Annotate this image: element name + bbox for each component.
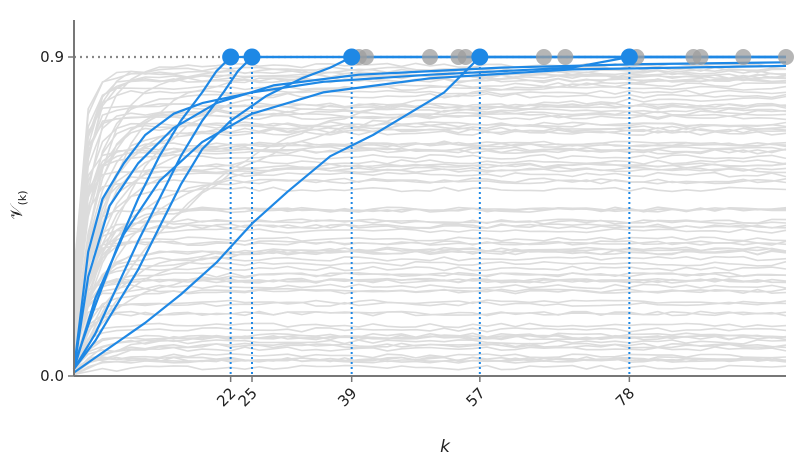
threshold-crossing-guides	[229, 57, 631, 376]
background-marker	[735, 49, 752, 65]
background-marker	[557, 49, 574, 65]
x-tick-label: 57	[462, 384, 488, 410]
background-curve	[73, 356, 787, 376]
y-axis-label-main: 𝒱	[7, 203, 27, 220]
y-axis-label-subscript: (k)	[16, 190, 29, 205]
y-ticks: 0.0 0.9	[40, 48, 74, 385]
background-marker	[357, 49, 374, 65]
background-curve	[73, 142, 787, 324]
background-curve	[73, 299, 787, 365]
highlight-curve	[73, 55, 786, 370]
highlight-marker	[620, 48, 638, 66]
background-curve	[73, 240, 787, 334]
highlight-marker	[471, 48, 489, 66]
background-marker	[692, 49, 709, 65]
highlighted-series	[72, 55, 787, 374]
background-curve	[73, 153, 787, 307]
background-curve	[73, 352, 787, 374]
background-curve	[73, 277, 787, 353]
background-curve	[73, 140, 787, 351]
x-tick-label: 25	[235, 384, 261, 410]
highlight-marker	[343, 48, 361, 66]
background-curve	[73, 288, 787, 362]
background-curve	[73, 346, 787, 370]
background-curve	[73, 310, 787, 358]
background-curve	[73, 171, 787, 336]
background-curve	[73, 186, 787, 346]
background-curve	[73, 85, 787, 281]
background-curve	[73, 301, 787, 355]
background-curve	[73, 218, 787, 347]
background-curves	[73, 62, 787, 376]
background-curve	[73, 104, 787, 339]
background-curve	[73, 122, 787, 322]
background-curve	[73, 326, 787, 363]
background-curve	[73, 206, 787, 353]
background-curve	[73, 342, 787, 376]
background-marker	[535, 49, 552, 65]
background-curve	[73, 207, 786, 355]
y-tick-label: 0.0	[40, 367, 64, 385]
background-curve	[73, 249, 787, 354]
background-curve	[73, 322, 787, 366]
background-curve	[73, 246, 787, 366]
background-curve	[73, 166, 787, 345]
background-curve	[73, 334, 787, 367]
background-curve	[73, 89, 787, 287]
y-tick-label: 0.9	[40, 48, 64, 66]
background-curve	[73, 364, 787, 376]
highlight-curve	[72, 61, 787, 370]
highlight-curve	[72, 64, 787, 370]
background-curve	[73, 356, 787, 370]
background-curve	[73, 277, 787, 352]
background-curve	[73, 177, 787, 360]
background-marker	[422, 49, 438, 65]
background-curve	[73, 339, 787, 369]
highlight-marker	[222, 48, 240, 66]
background-curve	[73, 260, 787, 353]
background-curve	[73, 109, 787, 307]
highlight-marker	[243, 48, 261, 66]
background-curve	[73, 283, 787, 353]
background-curve	[73, 92, 787, 331]
highlight-curve	[72, 55, 786, 370]
y-axis-label: 𝒱(k)	[7, 190, 29, 219]
background-curve	[73, 247, 787, 370]
x-tick-label: 78	[612, 384, 638, 410]
background-curve	[73, 255, 787, 351]
highlight-curve	[73, 55, 786, 370]
background-curve	[73, 265, 787, 350]
background-curve	[73, 287, 787, 350]
background-curve	[73, 167, 787, 308]
background-curve	[73, 236, 787, 353]
background-marker	[778, 49, 794, 65]
background-curve	[73, 112, 787, 293]
background-curve	[73, 126, 787, 348]
background-curve	[73, 107, 787, 340]
highlight-markers	[222, 48, 638, 66]
background-curve	[73, 223, 787, 350]
x-tick-label: 39	[334, 384, 360, 410]
highlight-curve	[73, 55, 786, 374]
background-marker	[457, 49, 474, 65]
background-curve	[73, 249, 787, 355]
background-curve	[73, 82, 787, 359]
x-axis-label: k	[440, 437, 451, 457]
background-curve	[73, 95, 787, 368]
background-curve	[73, 227, 787, 331]
